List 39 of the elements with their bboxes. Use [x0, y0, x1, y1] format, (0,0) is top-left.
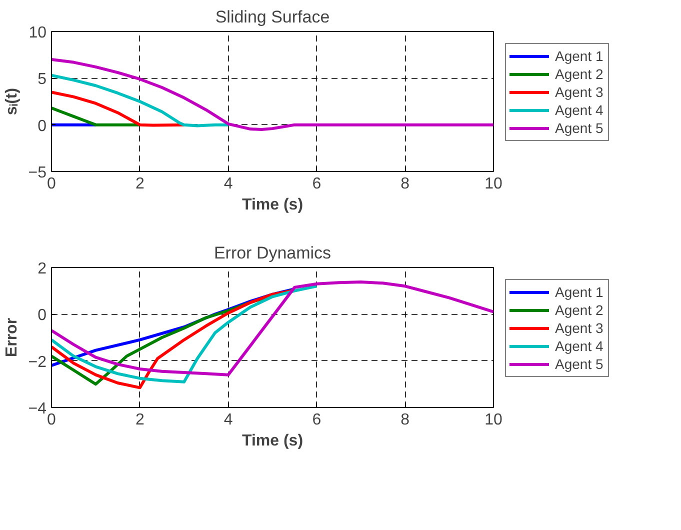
y-tick-label: 5: [38, 71, 47, 88]
y-tick-label: 2: [38, 260, 47, 278]
y-axis-title: sᵢ(t): [3, 88, 20, 116]
legend-label: Agent 3: [555, 83, 604, 101]
y-tick-label: 0: [38, 118, 47, 135]
x-tick-label: 8: [400, 176, 410, 192]
legend-label: Agent 5: [555, 119, 604, 137]
legend-label: Agent 4: [555, 337, 604, 355]
line-series: [52, 58, 494, 131]
x-tick-label: 6: [312, 412, 322, 428]
y-tick-label: −4: [28, 400, 47, 418]
y-tick-label: 0: [38, 307, 47, 324]
chart-title: Sliding Surface: [215, 8, 330, 26]
legend-label: Agent 1: [555, 283, 604, 301]
x-tick-label: 2: [135, 176, 144, 192]
x-tick-label: 2: [135, 412, 144, 428]
x-tick-label: 10: [484, 412, 502, 428]
x-tick-label: 4: [224, 176, 233, 192]
line-series: [52, 280, 494, 376]
line-series: [52, 74, 230, 128]
line-series: [52, 90, 186, 127]
y-axis-title: Error: [3, 318, 20, 358]
x-axis-title: Time (s): [242, 432, 304, 450]
legend-label: Agent 1: [555, 47, 604, 65]
legend-label: Agent 5: [555, 355, 604, 373]
line-series: [52, 106, 142, 126]
y-tick-label: −2: [28, 354, 47, 371]
x-tick-label: 8: [400, 412, 410, 428]
x-tick-label: 10: [484, 176, 502, 192]
y-tick-label: 10: [28, 24, 47, 42]
y-tick-label: −5: [28, 164, 47, 182]
legend-label: Agent 3: [555, 319, 604, 337]
x-tick-label: 6: [312, 176, 322, 192]
x-axis-title: Time (s): [242, 196, 304, 214]
x-tick-label: 4: [224, 412, 233, 428]
legend-label: Agent 2: [555, 65, 604, 83]
chart-title: Error Dynamics: [214, 244, 332, 262]
legend-label: Agent 4: [555, 101, 604, 119]
legend-label: Agent 2: [555, 301, 604, 319]
